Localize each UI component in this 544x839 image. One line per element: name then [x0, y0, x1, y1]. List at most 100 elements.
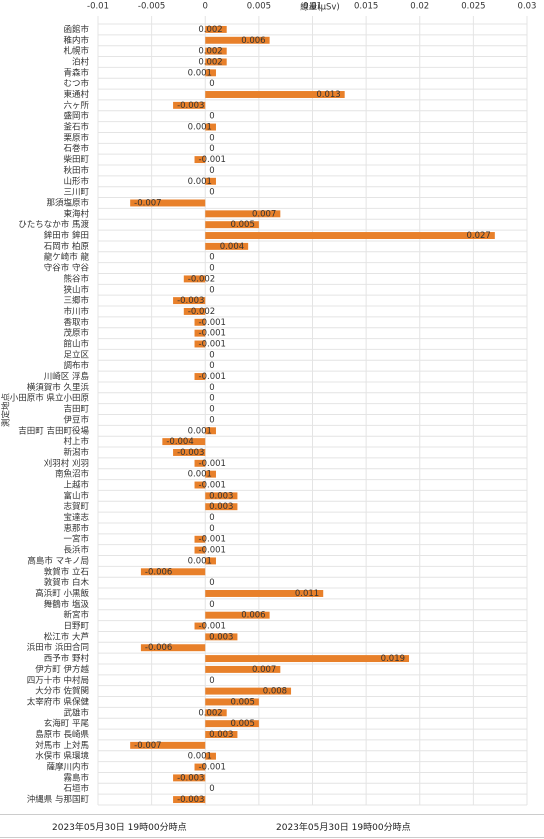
bar [205, 69, 216, 77]
data-label: 0.005 [231, 719, 255, 729]
data-label: 0.007 [252, 209, 276, 219]
x-tick-label: 0.015 [354, 2, 378, 12]
y-tick-label: 水俣市 県環境 [35, 751, 89, 762]
y-tick-label: 舞鶴市 塩汲 [44, 599, 90, 610]
y-tick-label: 玄海町 平尾 [44, 718, 90, 729]
y-tick-label: 札幌市 [63, 46, 89, 57]
y-tick-label: 東通村 [63, 89, 89, 100]
y-axis-label: 測定地点 [1, 393, 12, 428]
data-label: 0 [209, 578, 214, 588]
bar [205, 25, 227, 33]
bar [205, 503, 238, 511]
y-tick-label: 対馬市 上対馬 [35, 740, 89, 751]
data-label: -0.001 [199, 372, 226, 382]
x-tick-label: -0.005 [138, 2, 165, 12]
y-tick-label: 富山市 [63, 490, 89, 501]
data-label: -0.007 [134, 741, 161, 751]
data-label: -0.003 [177, 296, 204, 306]
data-label: 0.001 [188, 556, 212, 566]
y-tick-label: 吉田町 吉田町役場 [18, 425, 89, 436]
bar [194, 546, 206, 554]
y-tick-label: 函館市 [63, 24, 89, 35]
data-label: 0.027 [466, 231, 490, 241]
data-label: 0.003 [209, 730, 233, 740]
bar [194, 622, 206, 630]
bar [205, 611, 270, 619]
bar [205, 91, 345, 98]
data-label: -0.003 [177, 795, 204, 805]
data-label: 0.003 [209, 632, 233, 642]
y-tick-label: 柴田町 [63, 154, 89, 165]
data-label: 0.001 [188, 177, 212, 187]
bar [173, 796, 206, 804]
data-label: 0.004 [220, 242, 244, 252]
data-label: 0 [209, 784, 214, 794]
bar [205, 655, 410, 663]
footer: 2023年05月30日 19時00分時点 2023年05月30日 19時00分時… [0, 814, 544, 838]
data-label: 0.008 [263, 687, 287, 697]
y-tick-label: 日野町 [63, 622, 89, 632]
bar [205, 58, 227, 66]
y-tick-label: 刈羽村 刈羽 [44, 458, 89, 469]
y-tick-label: 太宰府市 県保健 [27, 696, 90, 707]
data-label: -0.001 [199, 481, 226, 491]
y-tick-label: 霧島市 [63, 772, 89, 783]
y-tick-label: 小田原市 県立小田原 [10, 393, 89, 404]
data-label: 0 [209, 112, 214, 122]
y-tick-label: 石岡市 柏原 [44, 241, 89, 252]
data-label: 0.002 [198, 25, 222, 35]
y-tick-label: 釜石市 [63, 122, 89, 133]
bar [194, 156, 206, 164]
data-label: 0.005 [231, 697, 255, 707]
data-label: 0.001 [188, 426, 212, 436]
data-label: 0.011 [295, 589, 319, 599]
bar [205, 123, 216, 131]
bar [205, 590, 324, 597]
bar [205, 232, 495, 239]
y-tick-label: 石巻市 [63, 143, 89, 154]
bar [194, 329, 206, 337]
bar [205, 731, 238, 738]
y-tick-label: 上越市 [63, 480, 89, 491]
bar [162, 438, 206, 446]
x-tick-label: 0.025 [461, 2, 485, 12]
data-label: 0.001 [188, 752, 212, 762]
y-tick-label: 吉田町 [63, 405, 89, 415]
data-label: -0.001 [199, 459, 226, 469]
bar [130, 199, 206, 207]
data-label: 0.002 [198, 57, 222, 67]
bar [205, 492, 238, 500]
data-label: 0.003 [209, 502, 233, 512]
y-tick-label: 西予市 野村 [44, 653, 90, 664]
bar [205, 427, 216, 435]
data-label: -0.003 [177, 773, 204, 783]
data-label: 0 [209, 79, 214, 89]
data-label: 0 [209, 264, 214, 274]
data-label: 0 [209, 253, 214, 263]
data-label: 0 [209, 188, 214, 198]
bar [205, 698, 259, 706]
y-tick-label: 恵那市 [63, 523, 89, 534]
y-tick-label: 一宮市 [63, 534, 89, 545]
data-label: -0.001 [199, 155, 226, 165]
y-tick-label: 村上市 [63, 436, 89, 447]
bar [205, 36, 270, 44]
y-tick-label: 南魚沼市 [55, 469, 90, 480]
y-tick-label: 足立区 [63, 349, 89, 360]
y-tick-label: 長浜市 [63, 545, 89, 556]
data-label: 0 [209, 133, 214, 143]
data-label: 0.007 [252, 665, 276, 675]
bar [205, 752, 216, 760]
data-label: -0.001 [199, 535, 226, 545]
data-label: 0 [209, 144, 214, 154]
x-tick-label: 0.03 [518, 2, 537, 12]
bar [205, 210, 281, 218]
y-tick-label: 高浜町 小黒飯 [35, 588, 89, 599]
data-label: 0.013 [316, 90, 340, 100]
bar [194, 481, 206, 489]
data-label: -0.001 [199, 763, 226, 773]
bar [140, 644, 206, 652]
data-label: 0 [209, 285, 214, 295]
y-tick-label: 六ヶ所 [63, 100, 89, 111]
bar [194, 318, 206, 326]
